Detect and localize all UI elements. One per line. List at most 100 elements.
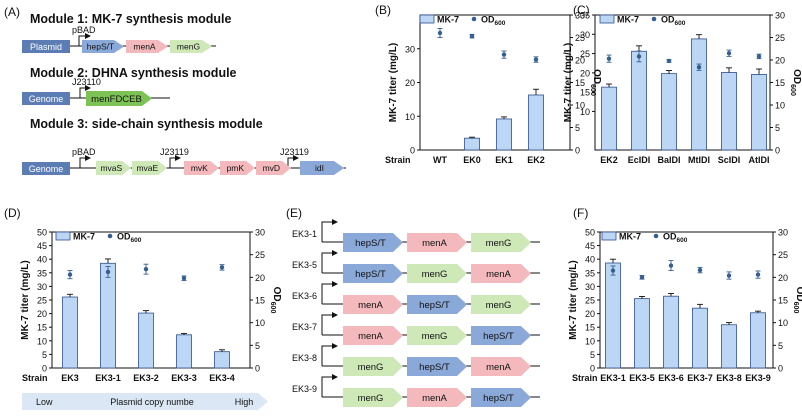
panel-e-ek3-5-gene-mena-arrow (471, 264, 531, 283)
module2-title: Module 2: DHNA synthesis module (30, 66, 237, 80)
chart-c-ytick-label: 30 (580, 30, 590, 40)
chart-d-legend-od-marker (107, 233, 113, 239)
chart-f-strain-label: Strain (572, 373, 598, 383)
panel-e-ek3-8-gene-mena-label: menA (486, 362, 511, 373)
chart-b-panel-label: (B) (375, 3, 391, 17)
chart-c-y2tick-label: 20 (775, 56, 785, 66)
chart-b-y2tick-label: 25 (575, 33, 585, 43)
chart-d-bar-ek3-3 (176, 334, 192, 369)
chart-b-bar-ek0 (464, 137, 480, 151)
chart-d-category-ek3-2: EK3-2 (133, 373, 159, 383)
chart-b-y2tick-label: 30 (575, 11, 585, 21)
chart-f-y2tick-label: 10 (778, 318, 788, 328)
panel-e-strain-ek3-7: EK3-7 (292, 322, 317, 332)
module3-gene-mvk-label: mvK (191, 163, 208, 173)
chart-f-y2tick-label: 25 (778, 250, 788, 260)
chart-f-bar-ek3-9 (750, 312, 766, 369)
chart-f-ytick-label: 45 (585, 241, 595, 251)
chart-f-legend-od: OD600 (663, 232, 688, 245)
module3-gene-mvas-arrow (96, 161, 131, 175)
module3-gene-mvk-arrow (184, 161, 219, 175)
module1-gene-heps-t-arrow (82, 40, 124, 53)
copy-number-low: Low (36, 397, 53, 407)
panel-e-ek3-8-gene-heps-t-arrow (407, 357, 467, 376)
chart-c-bar-ecidi (631, 50, 647, 151)
chart-f-legend-mk7: MK-7 (619, 232, 641, 242)
panel-e-ek3-9-gene-heps-t-label: hepS/T (483, 393, 514, 404)
panel-e-label: (E) (286, 206, 302, 220)
module3-host-label: Genome (29, 164, 64, 174)
chart-d-bar-ek3 (62, 296, 78, 369)
module3-host-box (22, 162, 70, 175)
chart-d-panel-label: (D) (4, 206, 21, 220)
chart-b-bar-ek2 (528, 94, 544, 151)
module1-gene-meng-arrow (170, 40, 212, 53)
chart-b-strain-label: Strain (385, 155, 411, 165)
chart-f-ylabel: MK-7 titer (mg/L) (568, 260, 579, 339)
module2-host-box (22, 92, 70, 105)
module3-gene-mvae-arrow (132, 161, 167, 175)
chart-f-ytick-label: 15 (585, 323, 595, 333)
chart-f-ytick-label: 35 (585, 268, 595, 278)
chart-c-category-ek2: EK2 (600, 155, 618, 165)
chart-d-ytick-label: 10 (37, 336, 47, 346)
chart-c-ylabel: MK-7 titer (mg/L) (563, 43, 574, 122)
copy-number-mid: Plasmid copy numbe (110, 397, 194, 407)
chart-c-y2tick-label: 15 (775, 78, 785, 88)
module2-gene-menfdceb-label: menFDCEB (91, 94, 142, 105)
panel-e-ek3-5-gene-meng-arrow (407, 264, 467, 283)
panel-e-ek3-8-gene-heps-t-label: hepS/T (419, 362, 450, 373)
chart-d-y2tick-label: 10 (255, 318, 265, 328)
copy-number-high: High (235, 397, 254, 407)
chart-f-panel-label: (F) (573, 206, 588, 220)
chart-c-bar-ek2 (601, 86, 617, 151)
chart-d-od-point-ek3-2 (143, 266, 149, 272)
chart-b-bar-ek1 (496, 118, 512, 151)
chart-f-bar-ek3-8 (721, 324, 737, 369)
panel-e-ek3-5-gene-meng-label: menG (422, 269, 448, 280)
module2-gene-menfdceb-arrow (86, 91, 152, 106)
chart-f-od-point-ek3-8 (726, 273, 732, 278)
panel-d-chart: (D) 0 5 10 15 20 25 30 35 40 45 50 0 5 10 15 20 25 30 MK-7 … (4, 206, 282, 383)
panel-e-ek3-7-gene-meng-arrow (407, 326, 467, 345)
chart-f-legend: MK-7 OD600 (601, 232, 688, 245)
panel-e-ek3-5-gene-mena-label: menA (486, 269, 511, 280)
chart-f-legend-od-marker (653, 233, 659, 239)
chart-f-od-point-ek3-7 (697, 267, 703, 273)
panel-e-ek3-1-gene-meng-arrow (471, 233, 531, 252)
chart-c-od-point-atidi (756, 54, 762, 59)
copy-number-arrow: Low Plasmid copy numbe High (22, 393, 268, 410)
chart-c-category-ecidi: EcIDI (628, 155, 651, 165)
chart-b-ytick-label: 0 (410, 146, 415, 156)
chart-c-bar-baidi (661, 73, 677, 151)
panel-e-ek3-9-gene-mena-label: menA (422, 393, 447, 404)
panel-e-ek3-6-gene-mena-arrow (343, 295, 403, 314)
chart-d-od-point-ek3-3 (181, 276, 187, 281)
chart-b-ytick-label: 10 (405, 112, 415, 122)
chart-f-y2tick-label: 15 (778, 296, 788, 306)
chart-b-od-point-ek1 (501, 52, 507, 57)
chart-f-od-point-ek3-5 (639, 275, 645, 280)
chart-f-category-ek3-9: EK3-9 (745, 373, 771, 383)
panel-e-ek3-5-gene-heps-t-arrow (343, 264, 403, 283)
panel-e-ek3-5-gene-heps-t-label: hepS/T (355, 269, 386, 280)
chart-b-ytick-label: 20 (405, 78, 415, 88)
panel-e-ek3-6-gene-heps-t-label: hepS/T (419, 300, 450, 311)
chart-d-category-ek3-3: EK3-3 (171, 373, 197, 383)
chart-f-ytick-label: 5 (590, 350, 595, 360)
panel-e-promoter-ek3-5 (321, 250, 338, 273)
chart-f-bar-ek3-5 (634, 298, 650, 369)
chart-d-ytick-label: 30 (37, 282, 47, 292)
panel-e-strain-ek3-6: EK3-6 (292, 291, 317, 301)
panel-e-strain-ek3-8: EK3-8 (292, 353, 317, 363)
chart-c-od-point-baidi (666, 58, 672, 64)
chart-f-ytick-label: 20 (585, 309, 595, 319)
chart-c-bar-mtidi (691, 38, 707, 151)
chart-c-bar-atidi (751, 74, 767, 151)
chart-b-y2tick-label: 20 (575, 56, 585, 66)
panel-e-ek3-9-gene-heps-t-arrow (471, 388, 531, 407)
chart-c-od-point-mtidi (696, 65, 702, 70)
chart-b-ytick-label: 30 (405, 44, 415, 54)
